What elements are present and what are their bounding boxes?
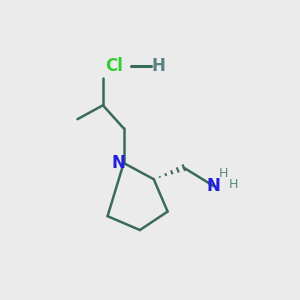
Text: H: H xyxy=(218,167,228,180)
Text: H: H xyxy=(229,178,238,191)
Text: N: N xyxy=(207,177,221,195)
Text: Cl: Cl xyxy=(106,57,123,75)
Text: H: H xyxy=(152,57,165,75)
Text: N: N xyxy=(111,154,125,172)
